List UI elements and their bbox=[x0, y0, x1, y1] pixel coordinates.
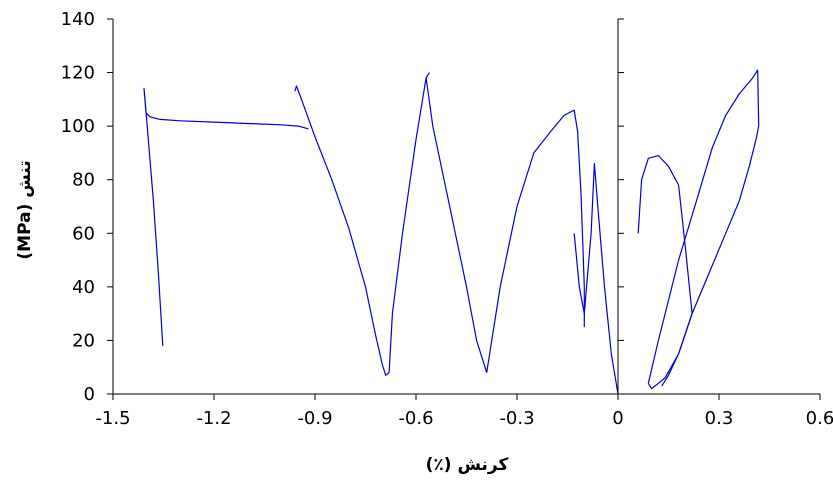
y-tick-label: 60 bbox=[72, 223, 95, 244]
x-tick-label: -1.5 bbox=[95, 408, 130, 429]
series-line-3 bbox=[388, 72, 431, 373]
data-series-layer bbox=[143, 69, 760, 395]
series-line-7 bbox=[637, 155, 693, 390]
series-line-9 bbox=[661, 69, 760, 387]
x-tick-label: 0.3 bbox=[705, 408, 734, 429]
series-line-5 bbox=[486, 109, 585, 373]
y-tick-label: 40 bbox=[72, 277, 95, 298]
y-axis-title: تنش (MPa) bbox=[15, 160, 35, 259]
y-tick-label: 0 bbox=[84, 384, 95, 405]
x-tick-label: 0.6 bbox=[806, 408, 833, 429]
x-tick-label: -0.6 bbox=[398, 408, 433, 429]
y-tick-label: 80 bbox=[72, 170, 95, 191]
y-tick-label: 20 bbox=[72, 330, 95, 351]
y-tick-label: 120 bbox=[61, 63, 95, 84]
x-tick-label: -0.9 bbox=[297, 408, 332, 429]
series-line-4 bbox=[425, 77, 488, 373]
series-line-6 bbox=[573, 163, 619, 395]
x-axis-title: کرنش (٪) bbox=[426, 455, 509, 475]
x-tick-label: -0.3 bbox=[499, 408, 534, 429]
axes: -1.5 -1.2 -0.9 -0.6 -0.3 0 0.3 0.6 0 20 40 60 80 100 1… bbox=[61, 9, 833, 429]
x-tick-label: -1.2 bbox=[196, 408, 231, 429]
series-line-1 bbox=[143, 88, 309, 346]
series-line-2 bbox=[294, 85, 390, 376]
y-tick-label: 140 bbox=[61, 9, 95, 30]
x-tick-label: 0 bbox=[612, 408, 623, 429]
series-line-8 bbox=[647, 69, 759, 384]
y-tick-label: 100 bbox=[61, 116, 95, 137]
